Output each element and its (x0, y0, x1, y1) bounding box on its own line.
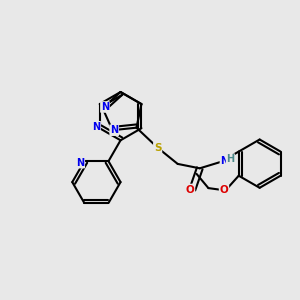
Text: O: O (220, 185, 228, 195)
Text: N: N (92, 122, 100, 132)
Text: N: N (76, 158, 84, 168)
Text: O: O (186, 184, 194, 194)
Text: N: N (101, 102, 109, 112)
Text: S: S (154, 143, 161, 153)
Text: N: N (110, 125, 118, 135)
Text: H: H (226, 154, 234, 164)
Text: N: N (220, 156, 229, 166)
